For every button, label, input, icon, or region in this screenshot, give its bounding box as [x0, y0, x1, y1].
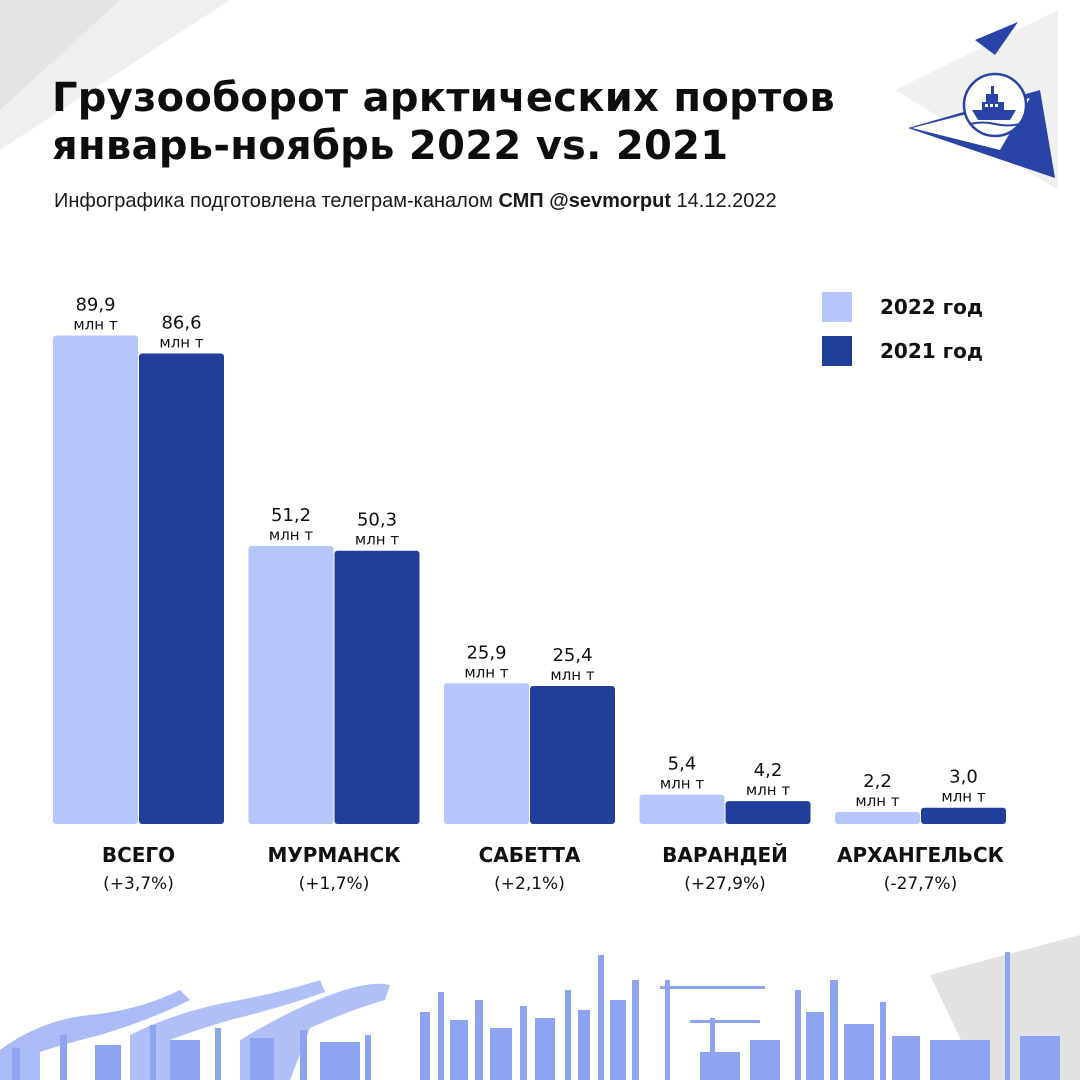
category-label: ВАРАНДЕЙ — [662, 843, 788, 867]
bar-2022 — [53, 335, 138, 824]
bar-value-label: 25,4 — [552, 645, 592, 666]
subtitle-channel: СМП @sevmorput — [498, 190, 671, 212]
legend-item-2021: 2021 год — [822, 336, 983, 366]
bar-unit-label: млн т — [73, 316, 117, 334]
subtitle: Инфографика подготовлена телеграм-канало… — [54, 190, 777, 213]
chart-legend: 2022 год 2021 год — [822, 292, 983, 380]
page-title: Грузооборот арктических портов январь-но… — [52, 74, 835, 170]
bar-unit-label: млн т — [660, 775, 704, 793]
legend-swatch-2021 — [822, 336, 852, 366]
bar-2021 — [139, 353, 224, 824]
bar-value-label: 25,9 — [466, 642, 506, 663]
legend-label-2021: 2021 год — [880, 339, 983, 363]
legend-label-2022: 2022 год — [880, 295, 983, 319]
category-label: САБЕТТА — [479, 843, 581, 867]
category-label: МУРМАНСК — [267, 843, 401, 867]
bar-unit-label: млн т — [159, 333, 203, 351]
bar-2022 — [835, 812, 920, 824]
bar-value-label: 2,2 — [863, 771, 892, 792]
bar-value-label: 51,2 — [271, 505, 311, 526]
bar-unit-label: млн т — [269, 526, 313, 544]
bar-value-label: 50,3 — [357, 510, 397, 531]
bar-value-label: 89,9 — [75, 295, 115, 316]
bar-2021 — [530, 685, 615, 824]
bar-unit-label: млн т — [355, 531, 399, 549]
bar-value-label: 3,0 — [949, 767, 978, 788]
category-change-label: (+2,1%) — [494, 874, 565, 894]
bar-unit-label: млн т — [746, 781, 790, 799]
legend-swatch-2022 — [822, 292, 852, 322]
accent-triangle-small — [975, 22, 1018, 55]
title-line-2: январь-ноябрь 2022 vs. 2021 — [52, 123, 729, 169]
category-change-label: (+3,7%) — [103, 874, 174, 894]
bar-value-label: 86,6 — [161, 312, 201, 333]
bar-2022 — [248, 545, 334, 824]
subtitle-date: 14.12.2022 — [670, 190, 777, 212]
bar-2021 — [725, 801, 811, 824]
bar-unit-label: млн т — [550, 666, 594, 684]
bg-triangle-top-left-inner — [0, 0, 120, 110]
category-change-label: (-27,7%) — [884, 874, 957, 894]
bar-2022 — [639, 794, 725, 824]
category-change-label: (+27,9%) — [684, 874, 766, 894]
category-label: ВСЕГО — [102, 843, 175, 867]
subtitle-prefix: Инфографика подготовлена телеграм-канало… — [54, 190, 499, 212]
bar-2022 — [444, 683, 529, 824]
title-line-1: Грузооборот арктических портов — [52, 75, 835, 121]
icebreaker-ship-icon — [962, 72, 1028, 138]
bar-unit-label: млн т — [464, 663, 508, 681]
industrial-skyline-decoration — [0, 952, 1060, 1080]
category-label: АРХАНГЕЛЬСК — [837, 843, 1005, 867]
bar-unit-label: млн т — [855, 792, 899, 810]
bar-value-label: 5,4 — [668, 754, 697, 775]
bar-value-label: 4,2 — [754, 760, 783, 781]
legend-item-2022: 2022 год — [822, 292, 983, 322]
bar-2021 — [921, 807, 1006, 824]
bar-unit-label: млн т — [941, 788, 985, 806]
category-change-label: (+1,7%) — [299, 874, 370, 894]
bar-2021 — [334, 550, 420, 824]
